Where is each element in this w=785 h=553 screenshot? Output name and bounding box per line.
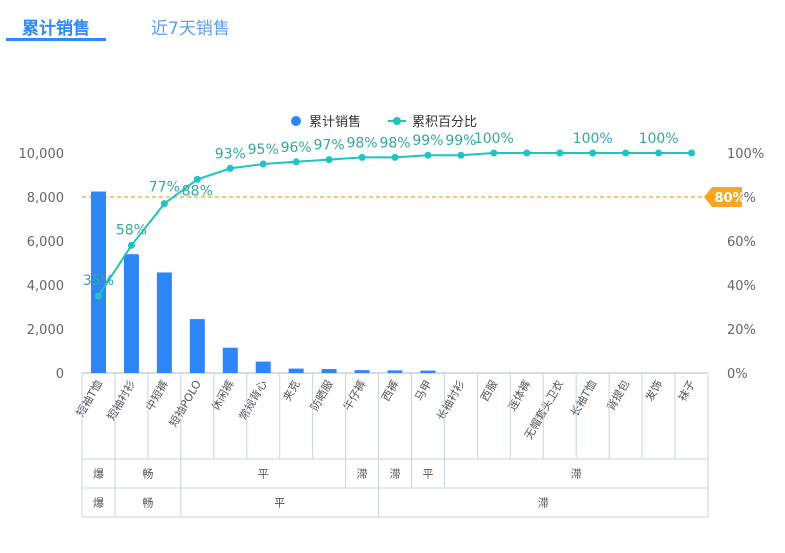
y-tick-label: 4,000 — [27, 279, 64, 294]
tab-cumulative-sales[interactable]: 累计销售 — [22, 19, 90, 39]
line-point — [292, 158, 300, 166]
y-tick-label: 10,000 — [19, 147, 65, 162]
point-label: 100% — [474, 131, 514, 147]
bar — [156, 272, 172, 373]
legend-line-dot — [393, 117, 401, 125]
point-label: 77% — [149, 180, 180, 196]
x-tick-label: 发饰 — [642, 378, 665, 404]
y2-tick-label: 60% — [727, 235, 756, 250]
bar — [288, 368, 304, 373]
tab-7day-sales[interactable]: 近7天销售 — [151, 19, 230, 39]
line-point — [556, 149, 564, 157]
point-label: 98% — [379, 135, 410, 151]
point-label: 98% — [346, 135, 377, 151]
x-tick-label: 中短裤 — [142, 378, 171, 414]
x-tick-label: 牛仔裤 — [340, 378, 369, 414]
group-label-row1: 平 — [422, 468, 433, 481]
line-point — [127, 241, 135, 249]
point-label: 58% — [116, 222, 147, 238]
group-label-row1: 平 — [258, 468, 269, 481]
group-label-row2: 滞 — [538, 497, 549, 510]
group-label-row2: 爆 — [93, 496, 104, 510]
cumulative-line — [97, 152, 692, 297]
bar — [255, 361, 271, 373]
line-point — [688, 149, 696, 157]
x-tick-label: 短袖T恤 — [73, 378, 105, 419]
x-tick-label: 常规背心 — [236, 378, 270, 423]
bar — [90, 191, 106, 373]
line-point — [490, 149, 498, 157]
legend-bar-marker — [291, 116, 301, 126]
group-label-row1: 畅 — [142, 467, 153, 481]
point-label: 88% — [182, 183, 213, 199]
x-tick-label: 西服 — [478, 378, 500, 404]
line-point — [424, 151, 432, 159]
bar — [222, 347, 238, 373]
legend-bar-label: 累计销售 — [309, 114, 361, 130]
y2-tick-label: 0% — [727, 367, 748, 382]
active-tab-indicator — [6, 38, 106, 41]
bar — [123, 254, 139, 373]
bar — [321, 369, 337, 373]
y-tick-label: 6,000 — [27, 235, 64, 250]
point-label: 35% — [83, 273, 114, 289]
y2-tick-label: 40% — [727, 279, 756, 294]
group-label-row1: 滞 — [357, 468, 368, 481]
threshold-badge — [704, 187, 742, 207]
point-label: 99% — [412, 133, 443, 149]
threshold-badge-label: 80% — [714, 191, 745, 206]
line-point — [622, 149, 630, 157]
point-label: 96% — [281, 140, 312, 156]
y-tick-label: 0 — [56, 367, 64, 382]
line-point — [457, 151, 465, 159]
line-point — [259, 160, 267, 168]
legend-line-label: 累积百分比 — [412, 115, 477, 130]
bar — [420, 370, 436, 373]
line-point — [325, 156, 333, 164]
point-label: 97% — [314, 138, 345, 154]
x-tick-label: 长袖衬衫 — [433, 378, 467, 423]
line-point — [160, 200, 168, 208]
x-tick-label: 短袖衬衫 — [104, 378, 138, 423]
line-point — [655, 149, 663, 157]
tab-bar: 累计销售 近7天销售 — [0, 0, 785, 44]
line-point — [358, 153, 366, 161]
bar — [189, 319, 205, 373]
x-tick-label: 夹克 — [280, 378, 302, 404]
line-point — [391, 153, 399, 161]
x-tick-label: 袜子 — [675, 378, 698, 404]
y-tick-label: 8,000 — [27, 191, 64, 206]
line-point — [523, 149, 531, 157]
x-tick-label: 休闲裤 — [208, 378, 237, 414]
x-tick-label: 防晒服 — [307, 378, 336, 414]
line-point — [94, 292, 102, 300]
group-label-row1: 滞 — [571, 468, 582, 481]
line-point — [589, 149, 597, 157]
group-label-row2: 畅 — [142, 496, 153, 510]
point-label: 100% — [639, 131, 679, 147]
x-tick-label: 长袖T恤 — [567, 378, 599, 419]
y2-tick-label: 100% — [727, 147, 764, 162]
point-label: 93% — [215, 146, 246, 162]
group-label-row1: 滞 — [390, 468, 401, 481]
y2-tick-label: 20% — [727, 323, 756, 338]
x-tick-label: 西裤 — [378, 378, 401, 404]
y-tick-label: 2,000 — [27, 323, 64, 338]
x-tick-label: 背提包 — [604, 378, 633, 414]
line-point — [226, 164, 234, 172]
point-label: 99% — [445, 133, 476, 149]
point-label: 100% — [573, 131, 613, 147]
line-point — [193, 175, 201, 183]
bar — [354, 370, 370, 373]
group-label-row2: 平 — [274, 497, 285, 510]
x-tick-label: 连体裤 — [505, 378, 534, 414]
x-tick-label: 短袖POLO — [166, 377, 204, 429]
x-tick-label: 马甲 — [412, 378, 434, 404]
point-label: 95% — [248, 142, 279, 158]
group-label-row1: 爆 — [93, 467, 104, 481]
bar — [387, 370, 403, 373]
